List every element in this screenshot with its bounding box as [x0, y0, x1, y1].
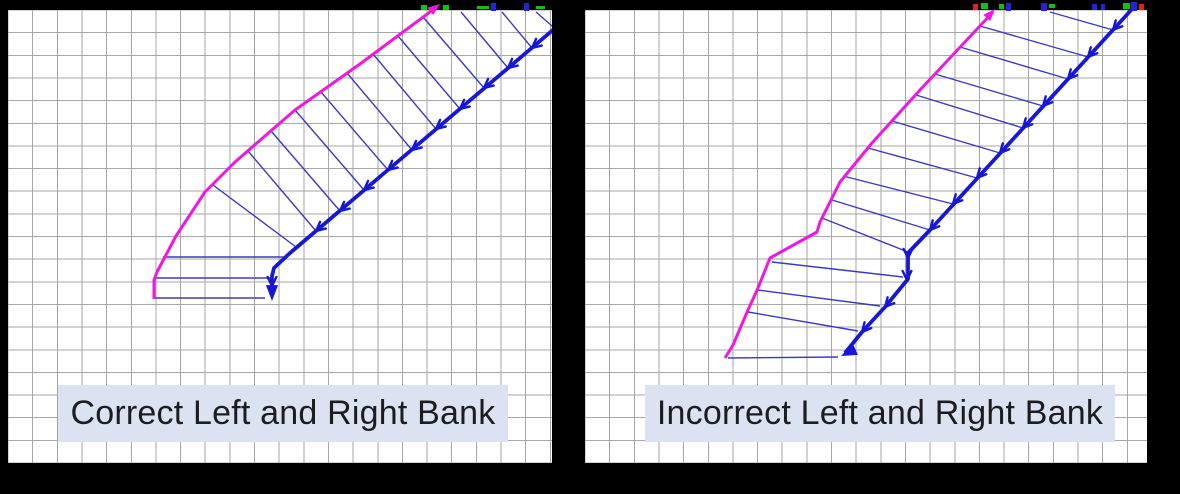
caption-incorrect-left-right-bank: Incorrect Left and Right Bank	[645, 385, 1115, 442]
caption-correct-left-right-bank: Correct Left and Right Bank	[58, 385, 508, 442]
